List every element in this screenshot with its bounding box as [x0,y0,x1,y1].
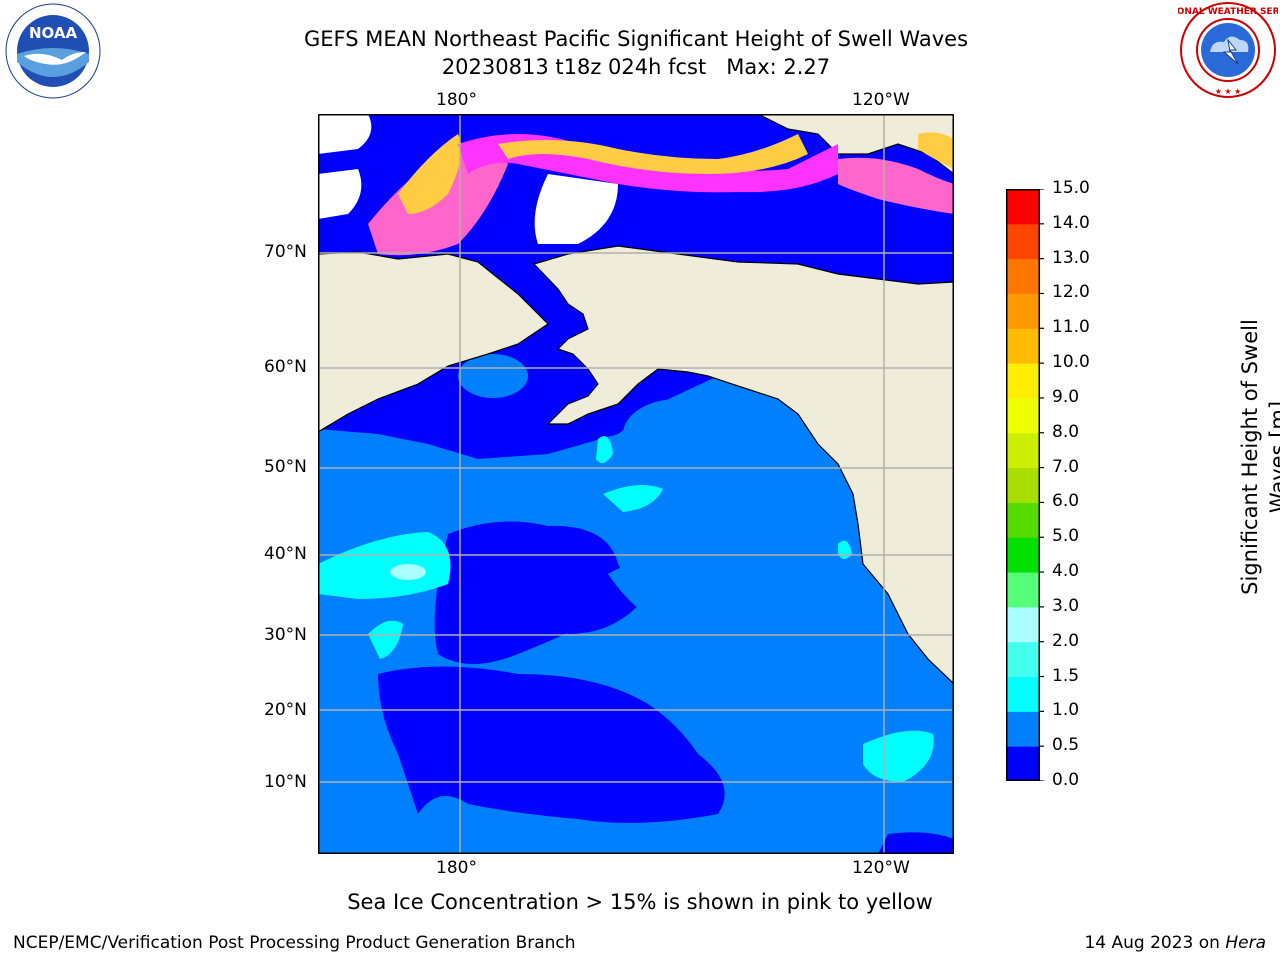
lat-label-60n: 60°N [264,357,307,377]
colorbar-segment [1006,467,1040,503]
footer-left: NCEP/EMC/Verification Post Processing Pr… [13,933,576,953]
colorbar-tick-label: 1.5 [1052,665,1080,686]
colorbar-tick-label: 5.0 [1052,526,1080,547]
colorbar-tick-label: 1.0 [1052,700,1080,721]
colorbar-tick-label: 2.0 [1052,630,1080,651]
noaa-logo: NOAA [5,3,101,99]
colorbar-segment [1006,572,1040,608]
lat-label-70n: 70°N [264,242,307,262]
colorbar-segment [1006,606,1040,643]
lon-label-bottom-120w: 120°W [852,858,910,878]
noaa-logo-text: NOAA [29,24,78,42]
swell-mid-regions [458,354,733,674]
colorbar-tick-label: 0.0 [1052,770,1080,790]
colorbar-tick-label: 9.0 [1052,386,1080,407]
colorbar-segment [1006,502,1040,538]
lon-label-top-180: 180° [436,90,477,110]
map-plot [318,114,954,854]
map-frame [318,114,954,854]
colorbar-tick-label: 11.0 [1052,317,1090,338]
colorbar-tick-label: 10.0 [1052,352,1090,373]
colorbar-tick-label: 13.0 [1052,247,1090,268]
footer-date: 14 Aug 2023 on [1084,933,1226,953]
colorbar-tick-label: 0.5 [1052,735,1080,756]
colorbar-segment [1006,432,1040,469]
colorbar [1006,189,1044,781]
colorbar-tick-label: 14.0 [1052,212,1090,233]
lat-label-20n: 20°N [264,700,307,720]
sea-ice-note: Sea Ice Concentration > 15% is shown in … [347,890,933,914]
lat-label-30n: 30°N [264,625,307,645]
lon-label-bottom-180: 180° [436,858,477,878]
colorbar-segment [1006,746,1040,781]
colorbar-tick-label: 4.0 [1052,561,1080,582]
colorbar-segment [1006,223,1040,260]
colorbar-segment [1006,363,1040,399]
colorbar-segment [1006,676,1040,712]
colorbar-tick-label: 8.0 [1052,421,1080,442]
chart-title: GEFS MEAN Northeast Pacific Significant … [303,27,969,51]
colorbar-segment [1006,328,1040,364]
colorbar-segment [1006,711,1040,747]
colorbar-tick-label: 6.0 [1052,491,1080,512]
nws-logo: NATIONAL WEATHER SERVICE ★ ★ ★ [1178,2,1278,98]
colorbar-tick-label: 3.0 [1052,595,1080,616]
colorbar-segment [1006,258,1040,294]
land [318,114,954,685]
sea-ice [318,114,954,256]
colorbar-segment [1006,537,1040,573]
colorbar-tick-label: 15.0 [1052,178,1090,198]
colorbar-segment [1006,189,1040,225]
colorbar-segment [1006,397,1040,434]
swell-peak-region [390,564,426,580]
graticule [318,114,954,854]
swell-high-regions [318,436,934,782]
footer-host: Hera [1225,933,1266,953]
svg-text:★ ★ ★: ★ ★ ★ [1215,87,1242,96]
nws-logo-text: NATIONAL WEATHER SERVICE [1178,7,1278,17]
lon-label-top-120w: 120°W [852,90,910,110]
chart-subtitle: 20230813 t18z 024h fcst Max: 2.27 [441,55,831,79]
lat-label-10n: 10°N [264,772,307,792]
lat-label-40n: 40°N [264,544,307,564]
lat-label-50n: 50°N [264,457,307,477]
colorbar-segment [1006,293,1040,329]
footer-right: 14 Aug 2023 on Hera [1084,933,1266,953]
colorbar-tick-label: 12.0 [1052,282,1090,303]
colorbar-tick-label: 7.0 [1052,456,1080,477]
colorbar-segment [1006,641,1040,678]
